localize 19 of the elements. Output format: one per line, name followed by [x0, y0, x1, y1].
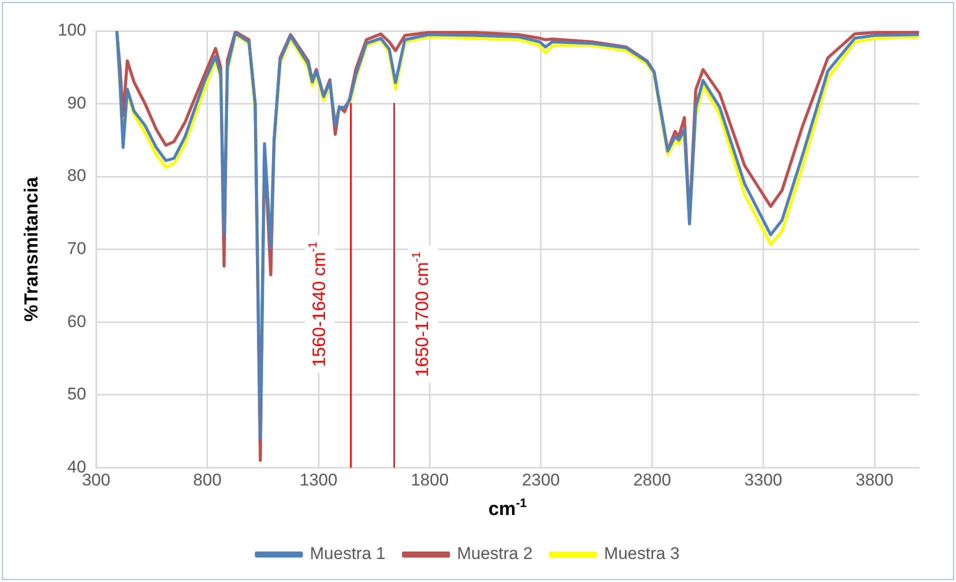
x-tick-label: 800 — [193, 470, 222, 490]
x-tick-label: 3800 — [856, 470, 894, 490]
ref-line-label: 1650-1700 cm-1 — [410, 252, 432, 378]
y-tick-label: 50 — [67, 384, 86, 404]
x-tick-label: 1800 — [410, 470, 449, 490]
y-tick-label: 80 — [67, 166, 86, 186]
legend-label: Muestra 2 — [456, 544, 533, 564]
y-tick-label: 60 — [67, 312, 86, 331]
x-tick-label: 1300 — [300, 470, 338, 490]
legend-label: Muestra 1 — [310, 544, 386, 564]
legend-label: Muestra 3 — [604, 544, 680, 564]
x-tick-label: 2800 — [633, 470, 672, 490]
ref-line-label: 1560-1640 cm-1 — [306, 242, 329, 368]
y-tick-label: 70 — [67, 238, 86, 258]
x-tick-label: 2300 — [522, 470, 560, 490]
y-axis-title: %Transmitancia — [22, 176, 43, 322]
y-tick-label: 100 — [58, 20, 86, 40]
y-tick-label: 90 — [67, 93, 86, 112]
x-tick-label: 3300 — [744, 470, 782, 490]
